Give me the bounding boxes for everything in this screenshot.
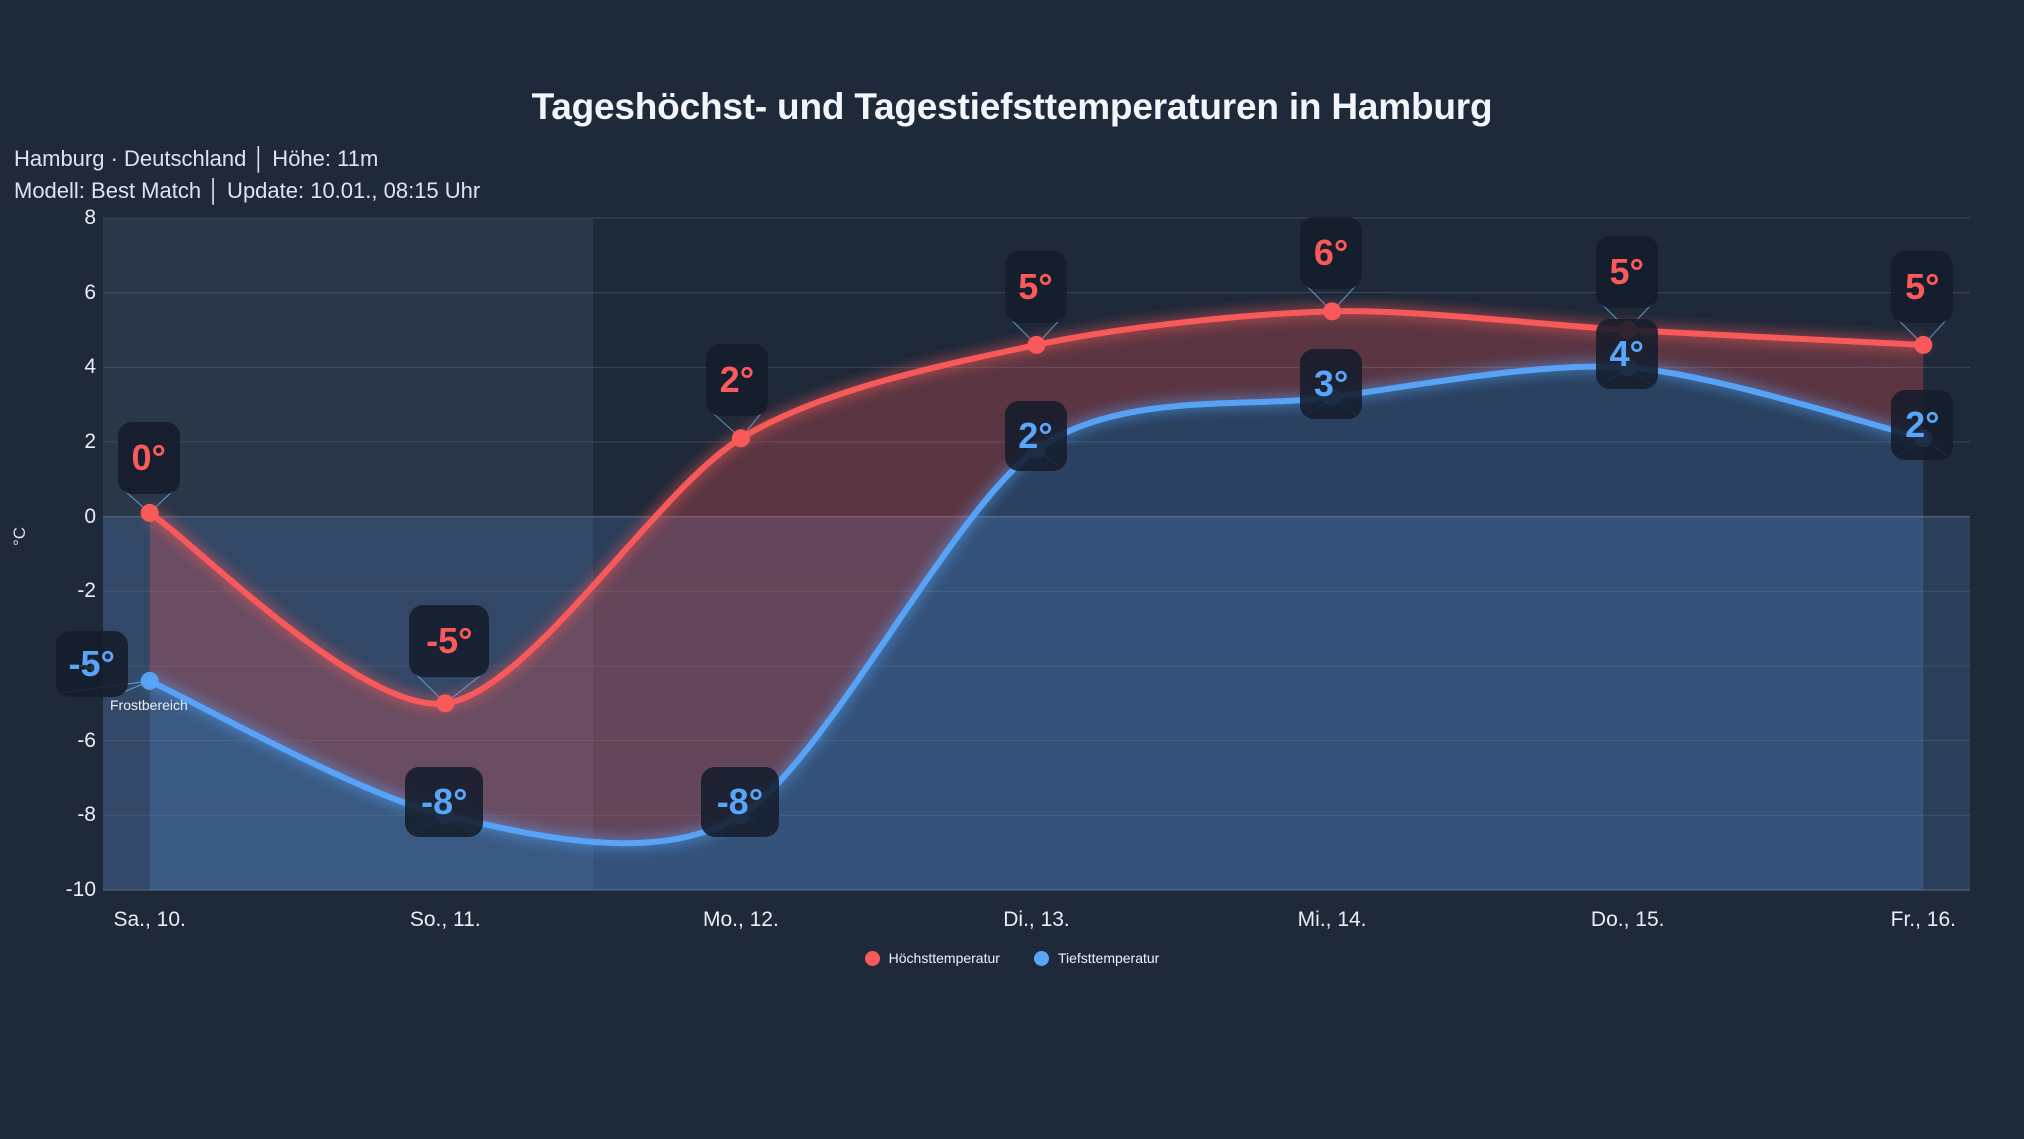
- x-tick-label: Mo., 12.: [702, 908, 779, 931]
- data-point-label: 2°: [705, 344, 768, 417]
- data-point-label: 5°: [1891, 250, 1954, 323]
- frost-band-label: Frostbereich: [110, 697, 188, 713]
- x-tick-label: Fr., 16.: [1890, 908, 1956, 931]
- data-point-label: 5°: [1595, 236, 1658, 308]
- x-tick-label: So., 11.: [409, 908, 481, 931]
- series-area-fills: [149, 311, 1924, 890]
- data-point-label: 3°: [1300, 349, 1363, 420]
- data-point-label: 0°: [117, 421, 180, 494]
- y-tick-label: 4: [84, 355, 96, 379]
- y-tick-label: 0: [84, 504, 96, 528]
- y-tick-label: 2: [84, 430, 96, 453]
- data-point-label: -5°: [55, 630, 128, 697]
- data-point-label: -8°: [405, 767, 484, 838]
- subtitle-location: Hamburg · Deutschland │ Höhe: 11m: [14, 146, 379, 171]
- y-tick-label: -10: [65, 878, 96, 901]
- x-tick-label: Sa., 10.: [113, 908, 186, 931]
- gridlines: [103, 217, 1970, 891]
- legend-item-low[interactable]: Tiefsttemperatur: [1033, 950, 1160, 966]
- data-point-label: 4°: [1595, 319, 1658, 390]
- y-tick-label: -8: [77, 803, 96, 827]
- legend-marker-icon: [1033, 950, 1049, 966]
- x-tick-label: Di., 13.: [1003, 908, 1070, 931]
- data-point-label: 2°: [1004, 401, 1067, 472]
- data-point-label: 5°: [1004, 250, 1067, 323]
- subtitle-model: Modell: Best Match │ Update: 10.01., 08:…: [14, 178, 481, 203]
- y-tick-label: 8: [84, 206, 96, 229]
- page-title: Tageshöchst- und Tagestiefsttemperaturen…: [531, 86, 1493, 127]
- data-point-label: -5°: [409, 605, 490, 678]
- data-point-label: 6°: [1300, 217, 1363, 290]
- x-tick-label: Mi., 14.: [1297, 908, 1367, 931]
- legend-marker-icon: [864, 950, 880, 966]
- y-tick-label: -6: [77, 728, 96, 752]
- data-point-label: 2°: [1891, 390, 1954, 461]
- legend-item-high[interactable]: Höchsttemperatur: [864, 950, 1000, 966]
- legend-label: Höchsttemperatur: [888, 950, 1000, 966]
- y-tick-label: -2: [77, 579, 96, 603]
- chart-legend: Höchsttemperatur Tiefsttemperatur: [0, 950, 2024, 966]
- y-tick-label: 6: [84, 280, 96, 304]
- legend-label: Tiefsttemperatur: [1057, 950, 1160, 966]
- data-point-label: -8°: [700, 767, 779, 838]
- x-tick-label: Do., 15.: [1590, 908, 1665, 931]
